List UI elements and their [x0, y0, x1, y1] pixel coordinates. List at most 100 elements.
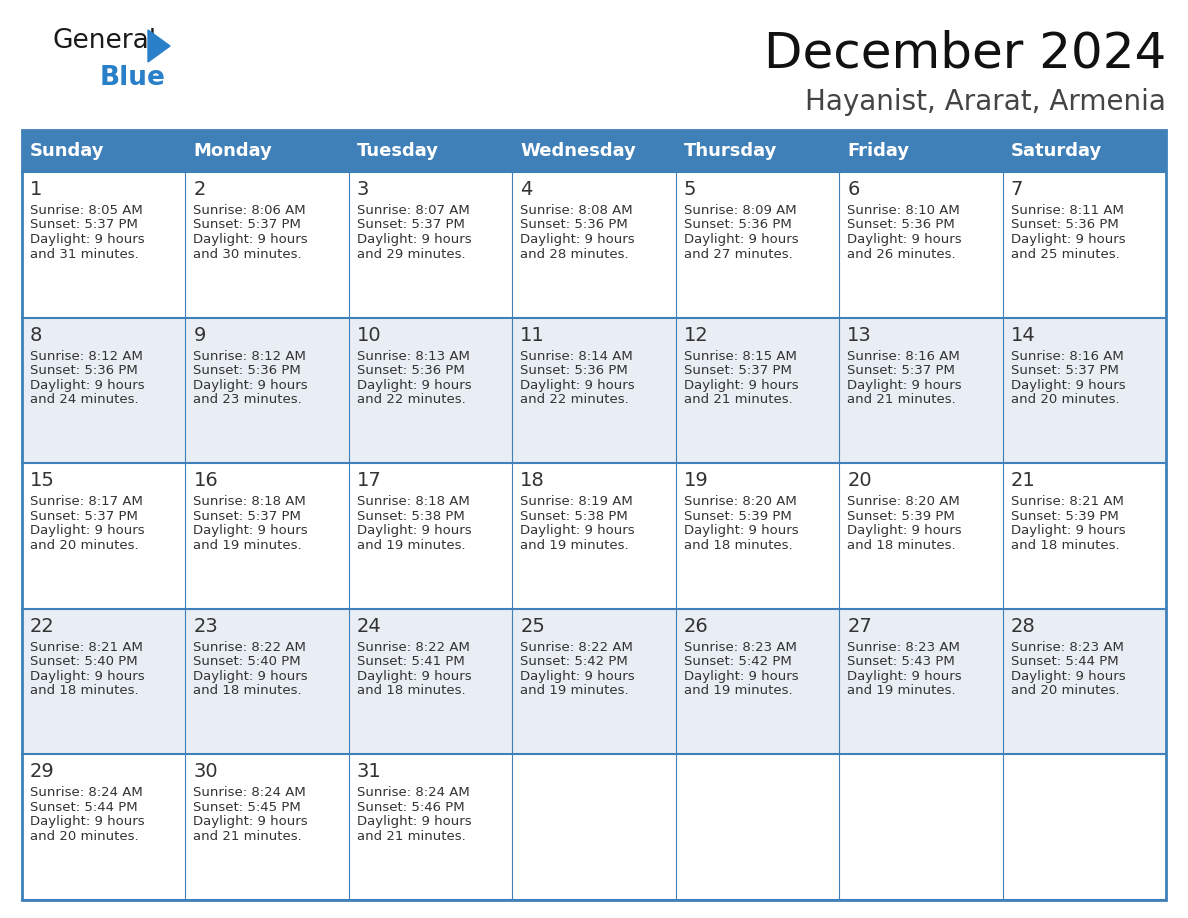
Bar — [23, 130, 1165, 900]
Text: and 25 minutes.: and 25 minutes. — [1011, 248, 1119, 261]
Text: Monday: Monday — [194, 142, 272, 160]
Text: and 18 minutes.: and 18 minutes. — [194, 684, 302, 698]
Text: Sunrise: 8:09 AM: Sunrise: 8:09 AM — [684, 204, 796, 217]
Text: Sunrise: 8:22 AM: Sunrise: 8:22 AM — [194, 641, 307, 654]
Text: and 23 minutes.: and 23 minutes. — [194, 393, 302, 406]
Text: Sunset: 5:42 PM: Sunset: 5:42 PM — [520, 655, 628, 668]
Text: Sunrise: 8:15 AM: Sunrise: 8:15 AM — [684, 350, 797, 363]
Text: Daylight: 9 hours: Daylight: 9 hours — [847, 233, 962, 246]
Text: 11: 11 — [520, 326, 545, 344]
Text: Daylight: 9 hours: Daylight: 9 hours — [194, 524, 308, 537]
Text: and 18 minutes.: and 18 minutes. — [30, 684, 139, 698]
Text: and 19 minutes.: and 19 minutes. — [684, 684, 792, 698]
Text: Daylight: 9 hours: Daylight: 9 hours — [847, 524, 962, 537]
Bar — [23, 318, 1165, 464]
Text: and 19 minutes.: and 19 minutes. — [194, 539, 302, 552]
Text: Sunset: 5:36 PM: Sunset: 5:36 PM — [847, 218, 955, 231]
Text: Sunrise: 8:24 AM: Sunrise: 8:24 AM — [356, 787, 469, 800]
Text: 12: 12 — [684, 326, 708, 344]
Text: and 21 minutes.: and 21 minutes. — [847, 393, 956, 406]
Bar — [1003, 130, 1165, 172]
Text: Sunset: 5:36 PM: Sunset: 5:36 PM — [356, 364, 465, 377]
Text: Sunrise: 8:10 AM: Sunrise: 8:10 AM — [847, 204, 960, 217]
Text: Saturday: Saturday — [1011, 142, 1101, 160]
Text: and 18 minutes.: and 18 minutes. — [356, 684, 466, 698]
Text: and 19 minutes.: and 19 minutes. — [520, 684, 628, 698]
Text: Sunset: 5:36 PM: Sunset: 5:36 PM — [194, 364, 302, 377]
Text: Sunrise: 8:16 AM: Sunrise: 8:16 AM — [847, 350, 960, 363]
Text: Daylight: 9 hours: Daylight: 9 hours — [847, 670, 962, 683]
Text: Daylight: 9 hours: Daylight: 9 hours — [356, 815, 472, 828]
Text: Sunrise: 8:11 AM: Sunrise: 8:11 AM — [1011, 204, 1124, 217]
Text: 27: 27 — [847, 617, 872, 636]
Text: and 21 minutes.: and 21 minutes. — [194, 830, 302, 843]
Text: Sunrise: 8:16 AM: Sunrise: 8:16 AM — [1011, 350, 1124, 363]
Text: Sunrise: 8:20 AM: Sunrise: 8:20 AM — [847, 495, 960, 509]
Text: Sunset: 5:40 PM: Sunset: 5:40 PM — [30, 655, 138, 668]
Text: 13: 13 — [847, 326, 872, 344]
Text: and 18 minutes.: and 18 minutes. — [847, 539, 956, 552]
Text: Daylight: 9 hours: Daylight: 9 hours — [30, 378, 145, 392]
Text: and 28 minutes.: and 28 minutes. — [520, 248, 628, 261]
Text: 2: 2 — [194, 180, 206, 199]
Text: General: General — [52, 28, 156, 54]
Text: 15: 15 — [30, 471, 55, 490]
Text: Sunrise: 8:22 AM: Sunrise: 8:22 AM — [520, 641, 633, 654]
Text: Daylight: 9 hours: Daylight: 9 hours — [520, 524, 634, 537]
Text: Sunrise: 8:23 AM: Sunrise: 8:23 AM — [1011, 641, 1124, 654]
Text: Sunset: 5:37 PM: Sunset: 5:37 PM — [194, 509, 302, 522]
Text: Daylight: 9 hours: Daylight: 9 hours — [30, 670, 145, 683]
Text: 22: 22 — [30, 617, 55, 636]
Text: Sunset: 5:43 PM: Sunset: 5:43 PM — [847, 655, 955, 668]
Text: Daylight: 9 hours: Daylight: 9 hours — [847, 378, 962, 392]
Text: Sunrise: 8:24 AM: Sunrise: 8:24 AM — [194, 787, 307, 800]
Text: Sunset: 5:37 PM: Sunset: 5:37 PM — [1011, 364, 1118, 377]
Text: Daylight: 9 hours: Daylight: 9 hours — [356, 670, 472, 683]
Text: Sunset: 5:44 PM: Sunset: 5:44 PM — [30, 800, 138, 814]
Text: 18: 18 — [520, 471, 545, 490]
Text: 25: 25 — [520, 617, 545, 636]
Text: December 2024: December 2024 — [764, 30, 1165, 78]
Text: Sunrise: 8:06 AM: Sunrise: 8:06 AM — [194, 204, 307, 217]
Text: Sunset: 5:39 PM: Sunset: 5:39 PM — [684, 509, 791, 522]
Text: Sunset: 5:37 PM: Sunset: 5:37 PM — [684, 364, 791, 377]
Text: Sunrise: 8:08 AM: Sunrise: 8:08 AM — [520, 204, 633, 217]
Bar — [185, 130, 349, 172]
Text: and 21 minutes.: and 21 minutes. — [684, 393, 792, 406]
Text: and 19 minutes.: and 19 minutes. — [847, 684, 956, 698]
Text: and 24 minutes.: and 24 minutes. — [30, 393, 139, 406]
Bar — [23, 464, 1165, 609]
Text: Daylight: 9 hours: Daylight: 9 hours — [520, 670, 634, 683]
Text: Daylight: 9 hours: Daylight: 9 hours — [520, 233, 634, 246]
Text: Sunset: 5:42 PM: Sunset: 5:42 PM — [684, 655, 791, 668]
Text: 26: 26 — [684, 617, 708, 636]
Text: 17: 17 — [356, 471, 381, 490]
Text: Sunrise: 8:18 AM: Sunrise: 8:18 AM — [194, 495, 307, 509]
Text: 1: 1 — [30, 180, 43, 199]
Text: and 20 minutes.: and 20 minutes. — [30, 539, 139, 552]
Text: Sunrise: 8:12 AM: Sunrise: 8:12 AM — [30, 350, 143, 363]
Text: Daylight: 9 hours: Daylight: 9 hours — [194, 670, 308, 683]
Text: Sunrise: 8:20 AM: Sunrise: 8:20 AM — [684, 495, 796, 509]
Text: Sunrise: 8:12 AM: Sunrise: 8:12 AM — [194, 350, 307, 363]
Text: and 19 minutes.: and 19 minutes. — [520, 539, 628, 552]
Text: 5: 5 — [684, 180, 696, 199]
Text: 31: 31 — [356, 763, 381, 781]
Text: Daylight: 9 hours: Daylight: 9 hours — [356, 524, 472, 537]
Text: Hayanist, Ararat, Armenia: Hayanist, Ararat, Armenia — [805, 88, 1165, 116]
Text: Sunrise: 8:17 AM: Sunrise: 8:17 AM — [30, 495, 143, 509]
Text: 30: 30 — [194, 763, 219, 781]
Text: 29: 29 — [30, 763, 55, 781]
Text: Sunset: 5:45 PM: Sunset: 5:45 PM — [194, 800, 302, 814]
Text: 8: 8 — [30, 326, 43, 344]
Text: and 22 minutes.: and 22 minutes. — [520, 393, 628, 406]
Text: Sunrise: 8:13 AM: Sunrise: 8:13 AM — [356, 350, 469, 363]
Bar — [23, 172, 1165, 318]
Text: Sunset: 5:37 PM: Sunset: 5:37 PM — [194, 218, 302, 231]
Text: Sunset: 5:41 PM: Sunset: 5:41 PM — [356, 655, 465, 668]
Text: Sunset: 5:36 PM: Sunset: 5:36 PM — [1011, 218, 1118, 231]
Text: Sunrise: 8:23 AM: Sunrise: 8:23 AM — [684, 641, 797, 654]
Text: 24: 24 — [356, 617, 381, 636]
Text: Sunset: 5:37 PM: Sunset: 5:37 PM — [847, 364, 955, 377]
Polygon shape — [148, 30, 170, 62]
